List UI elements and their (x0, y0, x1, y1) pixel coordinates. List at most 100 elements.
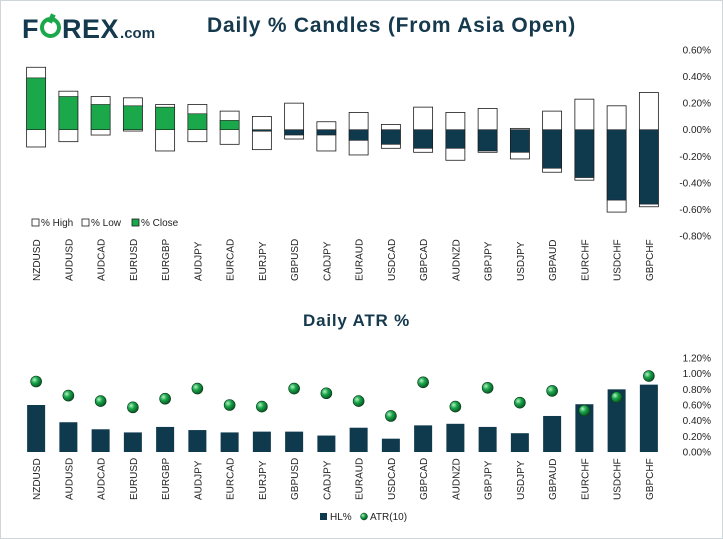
candles-x-label-eurchf: EURCHF (580, 239, 591, 281)
candles-x-label-gbpcad: GBPCAD (419, 239, 430, 281)
candles-y-tick-0-00: 0.00% (683, 125, 711, 136)
candles-x-label-audnzd: AUDNZD (451, 239, 462, 281)
atr-y-tick-0-60: 0.60% (683, 401, 711, 412)
atr-x-label-audcad: AUDCAD (97, 458, 108, 500)
candles-y-tick-0-20: -0.20% (679, 152, 711, 163)
atr-x-label-usdcad: USDCAD (387, 458, 398, 500)
legend-label-close: % Close (141, 218, 179, 229)
legend-swatch-close (131, 218, 140, 227)
atr-x-label-eurjpy: EURJPY (258, 460, 269, 500)
atr-y-tick-0-00: 0.00% (683, 448, 711, 459)
legend-swatch-atr (360, 512, 368, 521)
candles-x-label-audcad: AUDCAD (97, 239, 108, 281)
candle-close-usdjpy (510, 129, 530, 153)
hl-bar-gbpjpy (478, 426, 497, 452)
atr-x-label-cadjpy: CADJPY (322, 460, 333, 500)
hl-bar-gbpaud (543, 415, 562, 452)
candles-y-tick-0-40: -0.40% (679, 178, 711, 189)
atr-point-audusd (62, 389, 75, 402)
atr-point-gbpusd (288, 382, 300, 395)
atr-y-tick-0-80: 0.80% (683, 385, 711, 396)
candles-x-label-audjpy: AUDJPY (193, 241, 204, 281)
candle-close-gbpchf (639, 129, 659, 205)
candles-x-label-nzdusd: NZDUSD (32, 239, 43, 281)
candles-x-label-gbpchf: GBPCHF (645, 239, 656, 281)
candles-y-tick-0-20: 0.20% (683, 99, 711, 110)
hl-bar-eurjpy (252, 431, 271, 452)
candles-group (26, 66, 659, 213)
hl-bar-usdcad (381, 438, 400, 452)
hl-bar-audjpy (188, 430, 207, 452)
atr-y-tick-1-00: 1.00% (683, 369, 711, 380)
candle-close-audcad (90, 104, 111, 131)
candles-y-tick-0-60: 0.60% (683, 46, 711, 57)
candles-y-axis: 0.60% 0.40% 0.20% 0.00% -0.20% -0.40% -0.60% -0… (679, 46, 711, 243)
hl-bar-euraud (349, 427, 368, 452)
atr-point-eurcad (223, 399, 236, 411)
candles-y-tick-0-80: -0.80% (679, 232, 711, 243)
hl-bar-gbpusd (285, 431, 304, 452)
candle-close-nzdusd (26, 77, 46, 131)
atr-y-axis: 1.20% 1.00% 0.80% 0.60% 0.40% 0.20% 0.00% (683, 354, 711, 459)
candle-close-gbpjpy (477, 129, 498, 152)
atr-y-tick-0-20: 0.20% (683, 432, 711, 443)
legend-swatch-low (81, 218, 90, 227)
candles-x-label-gbpaud: GBPAUD (548, 240, 559, 282)
hl-bar-audusd (59, 422, 78, 452)
candles-x-label-eurjpy: EURJPY (258, 241, 269, 281)
candle-close-usdcad (381, 129, 401, 145)
atr-x-label-eurusd: EURUSD (129, 458, 140, 500)
candles-x-label-gbpusd: GBPUSD (290, 239, 301, 281)
atr-point-usdchf (610, 391, 623, 403)
atr-x-label-audusd: AUDUSD (64, 458, 75, 500)
atr-chart-title: Daily ATR % (303, 311, 411, 330)
atr-point-audnzd (449, 400, 462, 413)
atr-point-audcad (94, 395, 107, 407)
atr-point-audjpy (191, 382, 204, 395)
candle-range-cadjpy (316, 121, 337, 152)
atr-x-label-eurchf: EURCHF (580, 458, 591, 500)
hl-bar-eurusd (123, 432, 142, 452)
atr-x-label-gbpjpy: GBPJPY (484, 460, 495, 500)
candles-x-axis: NZDUSD AUDUSD AUDCAD EURUSD EURGBP AUDJPY EURC… (32, 238, 656, 281)
atr-point-usdcad (385, 410, 397, 422)
candle-close-gbpusd (284, 129, 304, 136)
atr-point-usdjpy (514, 396, 526, 409)
atr-point-eurjpy (256, 400, 268, 413)
logo-letters-rex: REX (62, 14, 120, 44)
atr-x-label-audjpy: AUDJPY (193, 460, 204, 500)
atr-point-gbpchf (643, 370, 655, 382)
atr-y-tick-1-20: 1.20% (683, 354, 711, 365)
atr-bars-group (27, 370, 658, 452)
atr-x-axis: NZDUSD AUDUSD AUDCAD EURUSD EURGBP AUDJPY EURC… (32, 457, 656, 500)
candle-close-eurjpy (252, 129, 272, 132)
hl-bar-nzdusd (27, 405, 46, 452)
hl-bar-eurcad (220, 432, 239, 452)
atr-x-label-gbpcad: GBPCAD (419, 458, 430, 500)
atr-x-label-euraud: EURAUD (355, 458, 366, 500)
hl-bar-eurchf (575, 404, 594, 452)
candle-close-gbpaud (542, 129, 562, 169)
hl-bar-cadjpy (317, 435, 336, 452)
logo-o-icon (40, 17, 61, 38)
candles-x-label-usdchf: USDCHF (613, 239, 624, 281)
atr-point-gbpcad (417, 376, 429, 389)
candle-close-audjpy (187, 113, 208, 131)
candle-close-usdchf (606, 129, 627, 201)
atr-point-euraud (352, 395, 365, 407)
atr-point-cadjpy (320, 387, 333, 400)
atr-x-label-audnzd: AUDNZD (451, 458, 462, 500)
atr-point-nzdusd (30, 375, 42, 388)
legend-swatch-high (31, 218, 40, 227)
candle-close-audnzd (445, 129, 466, 149)
atr-x-label-eurgbp: EURGBP (161, 457, 172, 500)
candles-legend: % High % Low % Close (31, 218, 179, 229)
candle-close-euraud (348, 129, 369, 141)
candles-x-label-cadjpy: CADJPY (322, 241, 333, 281)
candle-range-eurjpy (251, 116, 272, 151)
forex-logo: F REX .com (22, 14, 155, 44)
candle-close-eurgbp (155, 106, 175, 131)
atr-legend: HL% ATR(10) (320, 512, 407, 523)
candles-x-label-gbpjpy: GBPJPY (484, 241, 495, 281)
